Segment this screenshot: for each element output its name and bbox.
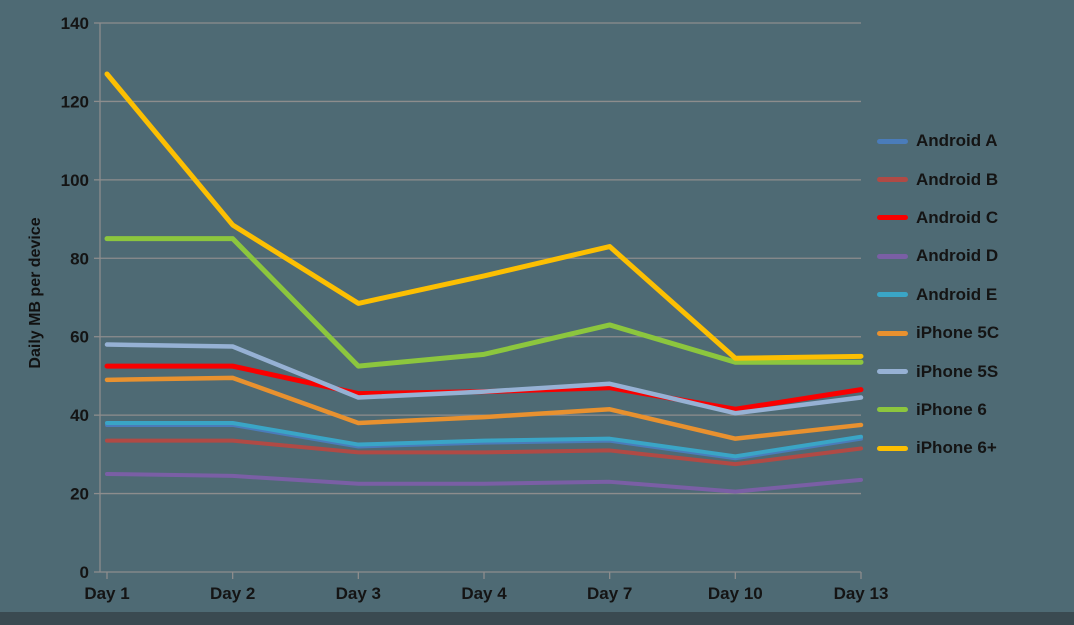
- legend-entry: Android B: [877, 160, 999, 198]
- x-tick-label: Day 4: [461, 584, 507, 603]
- legend-swatch-icon: [877, 369, 908, 375]
- y-tick-label: 80: [70, 249, 89, 268]
- y-tick-label: 40: [70, 406, 89, 425]
- y-tick-label: 20: [70, 485, 89, 504]
- x-tick-label: Day 2: [210, 584, 255, 603]
- legend-entry: Android D: [877, 237, 999, 275]
- legend-entry: iPhone 5S: [877, 352, 999, 390]
- legend-entry: iPhone 5C: [877, 314, 999, 352]
- x-tick-label: Day 3: [336, 584, 381, 603]
- legend-label: Android D: [916, 246, 999, 266]
- legend-swatch-icon: [877, 445, 908, 451]
- legend-label: iPhone 6: [916, 399, 987, 419]
- legend-entry: Android A: [877, 122, 999, 160]
- legend-entry: iPhone 6+: [877, 429, 999, 467]
- series-line-iphone-6: [104, 236, 864, 369]
- bottom-bar: [0, 612, 1074, 625]
- legend-swatch-icon: [877, 177, 908, 183]
- y-tick-label: 120: [61, 92, 89, 111]
- chart-legend: Android A Android B Android C Android D …: [877, 122, 999, 468]
- series-line-iphone-5s: [104, 342, 864, 416]
- series-line-android-c: [104, 363, 864, 412]
- y-tick-label: 140: [61, 14, 89, 33]
- legend-entry: Android E: [877, 276, 999, 314]
- legend-label: Android A: [916, 131, 998, 151]
- legend-swatch-icon: [877, 292, 908, 298]
- x-tick-label: Day 13: [834, 584, 889, 603]
- legend-label: iPhone 6+: [916, 438, 997, 458]
- legend-label: iPhone 5C: [916, 323, 1000, 343]
- legend-entry: iPhone 6: [877, 391, 999, 429]
- legend-label: Android C: [916, 207, 999, 227]
- y-axis-title: Daily MB per device: [27, 217, 44, 368]
- legend-swatch-icon: [877, 407, 908, 413]
- series-line-android-e: [105, 420, 863, 459]
- legend-label: Android B: [916, 169, 999, 189]
- x-tick-label: Day 1: [84, 584, 129, 603]
- legend-swatch-icon: [877, 215, 908, 221]
- y-tick-label: 60: [70, 328, 89, 347]
- legend-label: Android E: [916, 284, 998, 304]
- series-line-iphone-6-: [104, 71, 864, 361]
- legend-entry: Android C: [877, 199, 999, 237]
- series-line-android-b: [105, 438, 863, 467]
- x-tick-label: Day 10: [708, 584, 763, 603]
- series-line-iphone-5c: [104, 375, 864, 441]
- y-tick-label: 100: [61, 171, 89, 190]
- y-tick-label: 0: [80, 563, 89, 582]
- legend-swatch-icon: [877, 253, 908, 259]
- legend-swatch-icon: [877, 330, 908, 336]
- line-chart: Daily MB per device 0 20 40 60 80 100 120 140 Da…: [27, 14, 889, 603]
- x-tick-label: Day 7: [587, 584, 632, 603]
- series-line-android-d: [105, 471, 863, 494]
- legend-swatch-icon: [877, 138, 908, 144]
- legend-label: iPhone 5S: [916, 361, 999, 381]
